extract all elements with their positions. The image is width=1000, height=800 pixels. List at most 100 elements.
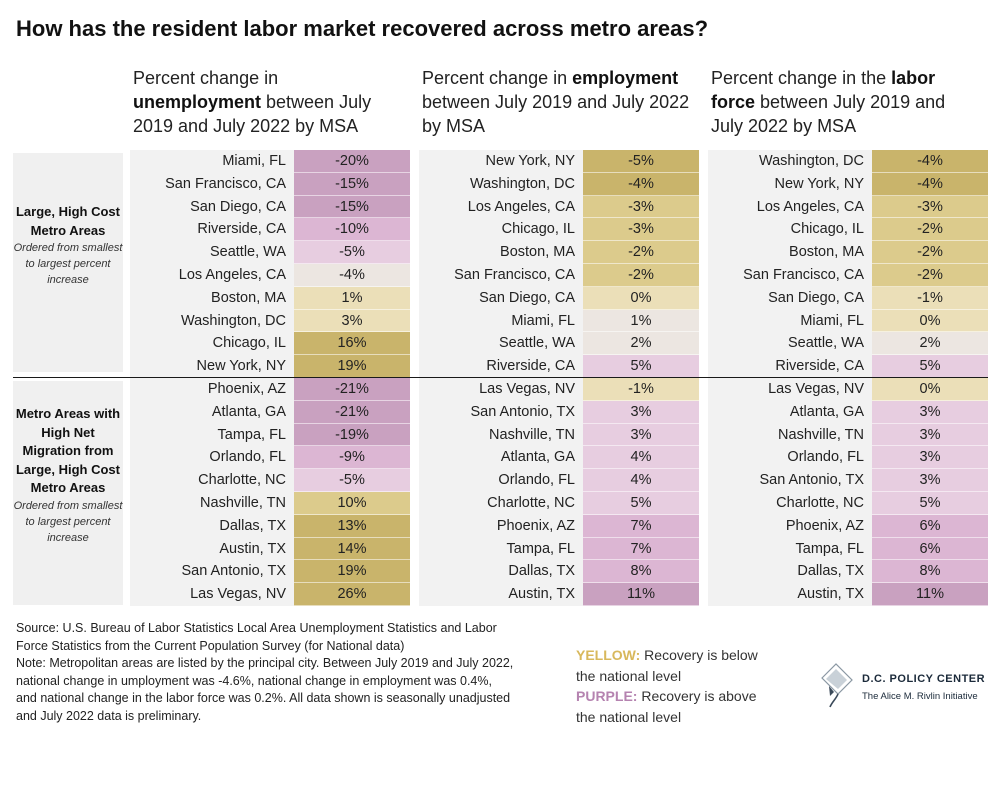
table-row: Seattle, WA 2% <box>419 332 699 356</box>
city-label: Boston, MA <box>789 244 864 261</box>
city-label: Charlotte, NC <box>487 495 575 511</box>
table-row: Las Vegas, NV -1% <box>419 378 699 401</box>
value-cell: 7% <box>583 514 699 538</box>
city-label: Atlanta, GA <box>500 449 575 466</box>
footer-notes: Source: U.S. Bureau of Labor Statistics … <box>16 620 516 725</box>
column-header-bold: labor force <box>711 68 936 112</box>
city-label: Phoenix, AZ <box>496 517 575 534</box>
table-row: San Diego, CA 0% <box>419 286 699 310</box>
table-row: Charlotte, NC 5% <box>708 492 988 515</box>
value-cell: -20% <box>294 150 410 173</box>
city-label: San Francisco, CA <box>454 267 575 283</box>
value-cell: -21% <box>294 378 410 401</box>
city-label: Tampa, FL <box>795 540 865 557</box>
column-header-pre: Percent change in the <box>711 68 892 88</box>
table-row: Los Angeles, CA -4% <box>130 264 410 287</box>
city-label: Chicago, IL <box>501 221 575 238</box>
value-cell: 3% <box>294 309 410 333</box>
column-header-employment: Percent change in employment between Jul… <box>422 66 692 138</box>
table-row: Phoenix, AZ 7% <box>419 514 699 538</box>
table-row: New York, NY 19% <box>130 355 410 378</box>
city-label: Las Vegas, NV <box>479 381 575 397</box>
city-label: Riverside, CA <box>486 358 575 375</box>
table-row: Riverside, CA 5% <box>708 355 988 378</box>
group-divider <box>13 377 988 378</box>
value-cell: 26% <box>294 583 410 606</box>
value-cell: 14% <box>294 537 410 561</box>
group-label-large-metros: Large, High Cost Metro Areas Ordered fro… <box>13 203 123 288</box>
city-label: Washington, DC <box>758 153 864 169</box>
value-cell: -3% <box>872 195 988 219</box>
table-row: New York, NY -5% <box>419 150 699 173</box>
table-row: Dallas, TX 13% <box>130 514 410 538</box>
city-label: San Diego, CA <box>190 198 286 215</box>
city-label: Charlotte, NC <box>198 472 286 489</box>
city-label: San Antonio, TX <box>759 472 864 489</box>
value-cell: -1% <box>872 286 988 310</box>
city-label: San Antonio, TX <box>470 403 575 420</box>
city-label: Miami, FL <box>800 312 864 329</box>
value-cell: 3% <box>583 400 699 424</box>
city-label: Dallas, TX <box>797 563 864 580</box>
table-row: San Diego, CA -1% <box>708 286 988 310</box>
city-label: Riverside, CA <box>775 358 864 375</box>
value-cell: -2% <box>583 264 699 287</box>
city-label: Nashville, TN <box>200 495 286 511</box>
table-row: Austin, TX 14% <box>130 537 410 561</box>
value-cell: 4% <box>583 446 699 470</box>
table-row: Chicago, IL -2% <box>708 218 988 242</box>
value-cell: 8% <box>872 560 988 584</box>
city-label: San Francisco, CA <box>165 175 286 192</box>
table-row: Washington, DC 3% <box>130 309 410 333</box>
column-header-bold: employment <box>572 68 679 88</box>
column-header-bold: unemployment <box>133 92 262 112</box>
city-label: Chicago, IL <box>790 221 864 238</box>
legend-purple-text: Recovery is above the national level <box>576 688 757 725</box>
table-row: San Diego, CA -15% <box>130 195 410 219</box>
logo-subtitle: The Alice M. Rivlin Initiative <box>862 691 978 702</box>
value-cell: 5% <box>872 355 988 378</box>
value-cell: 11% <box>583 583 699 606</box>
column-header-labor-force: Percent change in the labor force betwee… <box>711 66 981 138</box>
value-cell: 5% <box>583 492 699 515</box>
table-row: San Francisco, CA -2% <box>708 264 988 287</box>
table-row: San Antonio, TX 3% <box>708 469 988 492</box>
table-row: Tampa, FL 6% <box>708 537 988 561</box>
city-label: Seattle, WA <box>787 335 864 352</box>
value-cell: 16% <box>294 332 410 356</box>
dc-policy-center-logo: D.C. POLICY CENTER The Alice M. Rivlin I… <box>818 662 998 712</box>
city-label: Seattle, WA <box>498 335 575 352</box>
value-cell: -2% <box>872 241 988 264</box>
city-label: Orlando, FL <box>498 472 575 489</box>
table-row: San Francisco, CA -15% <box>130 172 410 196</box>
table-row: Tampa, FL 7% <box>419 537 699 561</box>
table-row: Phoenix, AZ 6% <box>708 514 988 538</box>
table-row: Miami, FL 0% <box>708 309 988 333</box>
value-cell: -5% <box>583 150 699 173</box>
group-note: Ordered from smallest to largest percent… <box>13 242 123 286</box>
city-label: Seattle, WA <box>209 244 286 261</box>
value-cell: -5% <box>294 241 410 264</box>
city-label: San Diego, CA <box>479 289 575 306</box>
table-row: San Antonio, TX 19% <box>130 560 410 584</box>
city-label: New York, NY <box>196 358 286 375</box>
table-row: Miami, FL -20% <box>130 150 410 173</box>
table-row: Charlotte, NC -5% <box>130 469 410 492</box>
value-cell: -19% <box>294 423 410 447</box>
value-cell: 2% <box>872 332 988 356</box>
column-header-post: between July 2019 and July 2022 by MSA <box>711 92 946 136</box>
table-row: Dallas, TX 8% <box>708 560 988 584</box>
city-label: Las Vegas, NV <box>768 381 864 397</box>
city-label: Dallas, TX <box>508 563 575 580</box>
table-row: New York, NY -4% <box>708 172 988 196</box>
value-cell: -9% <box>294 446 410 470</box>
value-cell: 1% <box>294 286 410 310</box>
value-cell: -1% <box>583 378 699 401</box>
legend-yellow-word: YELLOW: <box>576 647 641 663</box>
value-cell: 0% <box>872 378 988 401</box>
value-cell: 3% <box>872 446 988 470</box>
group-note: Ordered from smallest to largest percent… <box>13 499 123 544</box>
table-row: Nashville, TN 3% <box>708 423 988 447</box>
dc-map-icon <box>821 663 853 708</box>
value-cell: 3% <box>872 423 988 447</box>
